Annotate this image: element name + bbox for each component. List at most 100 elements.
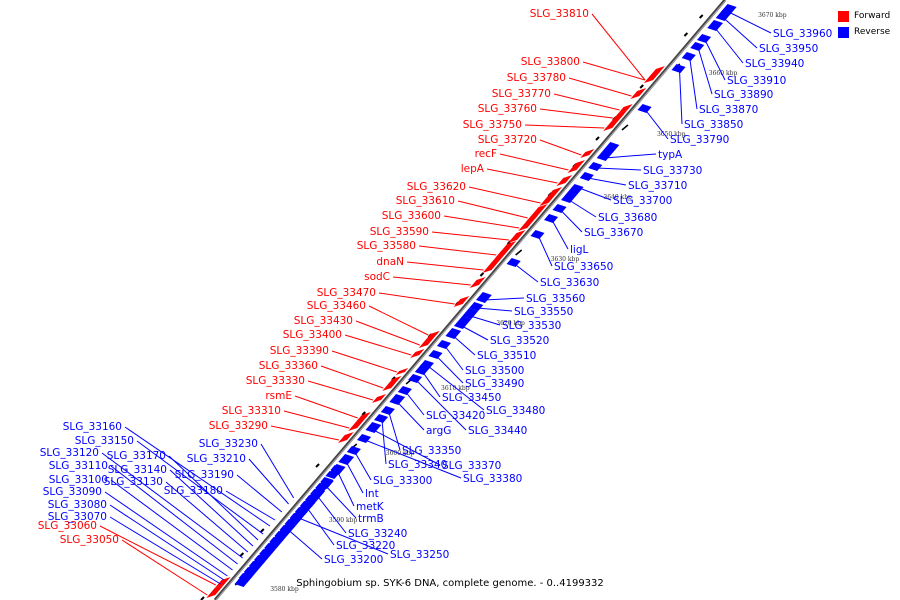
reverse-gene-cluster-block	[248, 561, 263, 569]
forward-gene-label: SLG_33770	[492, 88, 551, 100]
reverse-leader-line	[422, 371, 441, 398]
reverse-leader-line	[396, 401, 425, 431]
forward-leader-line	[99, 525, 216, 586]
reverse-gene-label: SLG_33910	[727, 75, 786, 87]
reverse-leader-line	[579, 187, 612, 201]
reverse-gene-label: SLG_33730	[643, 165, 702, 177]
reverse-gene-cluster-block	[264, 543, 278, 551]
reverse-gene-label: SLG_33680	[598, 212, 657, 224]
reverse-gene-arrow	[561, 186, 582, 203]
reverse-gene-label: SLG_33120	[40, 447, 99, 459]
reverse-leader-line	[345, 461, 364, 494]
reverse-leader-line	[104, 491, 228, 577]
reverse-leader-line	[110, 479, 233, 571]
reverse-leader-line	[697, 47, 713, 95]
reverse-leader-line	[405, 391, 425, 416]
forward-leader-line	[331, 350, 397, 373]
reverse-leader-line	[444, 345, 464, 371]
reverse-gene-label: SLG_33510	[477, 350, 536, 362]
forward-leader-line	[431, 231, 510, 241]
reverse-gene-cluster-block	[259, 549, 273, 557]
reverse-leader-line	[168, 455, 259, 541]
forward-gene-label: recF	[475, 148, 497, 160]
reverse-gene-label: SLG_33950	[759, 43, 818, 55]
gene-fragment	[639, 84, 644, 89]
scale-tick-label: 3580 kbp	[270, 586, 299, 593]
forward-leader-line	[568, 77, 632, 97]
forward-gene-label: SLG_33430	[294, 315, 353, 327]
gene-fragment	[260, 528, 265, 533]
reverse-gene-cluster-block	[274, 531, 288, 539]
forward-leader-line	[443, 215, 520, 229]
reverse-gene-label: SLG_33650	[554, 261, 613, 273]
forward-gene-label: SLG_33460	[307, 300, 366, 312]
legend-label-reverse: Reverse	[854, 27, 891, 37]
reverse-gene-arrow	[476, 292, 492, 303]
reverse-leader-line	[388, 411, 401, 451]
gene-fragment	[683, 32, 689, 37]
reverse-gene-cluster-block	[279, 525, 293, 533]
scale-tick-label: 3630 kbp	[551, 256, 580, 263]
reverse-gene-label: SLG_33870	[699, 104, 758, 116]
reverse-leader-line	[136, 440, 264, 535]
reverse-leader-line	[568, 199, 597, 218]
scale-tick-label: 3650 kbp	[657, 131, 686, 138]
forward-gene-arrow	[567, 160, 585, 173]
gene-fragment	[239, 552, 245, 557]
gene-fragment	[595, 136, 600, 141]
reverse-gene-arrow	[544, 214, 559, 223]
forward-leader-line	[368, 305, 429, 336]
scale-tick-label: 3660 kbp	[709, 70, 738, 77]
reverse-leader-line	[679, 69, 683, 125]
reverse-gene-label: SLG_33710	[628, 180, 687, 192]
reverse-leader-line	[109, 516, 221, 585]
reverse-gene-label: SLG_33340	[388, 459, 447, 471]
reverse-gene-arrow	[715, 10, 732, 21]
forward-gene-arrow	[618, 104, 633, 113]
reverse-gene-label: SLG_33550	[514, 306, 573, 318]
forward-gene-label: SLG_33750	[463, 119, 522, 131]
reverse-gene-label: SLG_33250	[390, 549, 449, 561]
forward-gene-arrow	[518, 216, 538, 231]
forward-leader-line	[320, 365, 384, 389]
forward-leader-line	[283, 410, 350, 429]
reverse-leader-line	[236, 474, 283, 513]
forward-gene-label: SLG_33620	[407, 181, 466, 193]
legend-label-forward: Forward	[854, 11, 891, 21]
reverse-leader-line	[551, 219, 569, 250]
reverse-gene-cluster-block	[243, 567, 258, 575]
reverse-gene-label: SLG_33130	[104, 476, 163, 488]
reverse-gene-label: SLG_33940	[745, 58, 804, 70]
forward-gene-label: SLG_33290	[209, 420, 268, 432]
genome-backbone-shade	[215, 0, 727, 600]
forward-gene-arrow	[206, 585, 224, 598]
reverse-gene-arrow	[596, 142, 620, 161]
reverse-gene-label: SLG_33300	[373, 475, 432, 487]
scale-tick-mark	[621, 124, 629, 131]
reverse-leader-line	[248, 458, 289, 505]
scale-tick-label: 3610 kbp	[441, 385, 470, 392]
reverse-gene-cluster-block	[305, 495, 319, 503]
reverse-gene-arrow	[552, 204, 567, 213]
reverse-gene-label: SLG_33960	[773, 28, 832, 40]
reverse-leader-line	[723, 17, 758, 49]
reverse-leader-line	[596, 167, 642, 171]
reverse-leader-line	[373, 429, 441, 466]
forward-gene-label: SLG_33810	[530, 8, 589, 20]
forward-gene-label: SLG_33330	[246, 375, 305, 387]
reverse-leader-line	[225, 490, 276, 521]
reverse-gene-label: SLG_33480	[486, 405, 545, 417]
reverse-gene-arrow	[469, 302, 484, 311]
reverse-gene-arrow	[374, 414, 389, 423]
reverse-leader-line	[483, 297, 525, 301]
forward-leader-line	[121, 539, 208, 596]
reverse-gene-label: SLG_33200	[324, 554, 383, 566]
reverse-gene-arrow	[357, 434, 372, 443]
reverse-gene-cluster-block	[310, 489, 324, 497]
reverse-gene-arrow	[453, 316, 472, 329]
forward-gene-label: SLG_33050	[60, 534, 119, 546]
reverse-leader-line	[298, 517, 389, 555]
gene-fragment	[361, 411, 366, 416]
forward-leader-line	[406, 261, 484, 271]
forward-gene-arrow	[508, 230, 526, 243]
